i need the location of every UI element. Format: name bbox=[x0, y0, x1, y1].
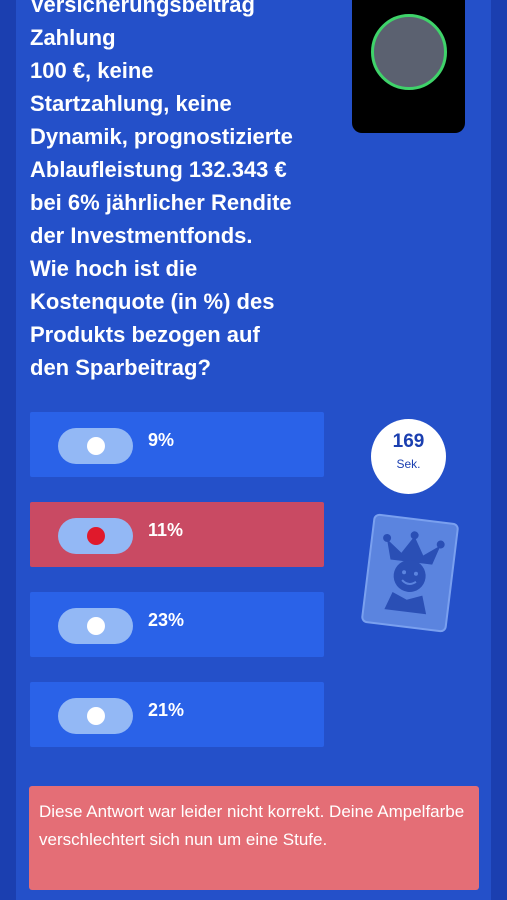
feedback-banner: Diese Antwort war leider nicht korrekt. … bbox=[29, 786, 479, 890]
question-text: Versicherungsbeitrag Zahlung 100 €, kein… bbox=[30, 0, 293, 380]
timer-value: 169 bbox=[392, 431, 425, 452]
radio-toggle[interactable] bbox=[58, 698, 133, 734]
radio-toggle[interactable] bbox=[58, 518, 133, 554]
jester-icon bbox=[383, 531, 445, 615]
joker-card[interactable] bbox=[360, 513, 460, 633]
radio-dot-icon bbox=[87, 617, 105, 635]
answer-option-1[interactable]: 9% bbox=[30, 412, 324, 477]
radio-toggle[interactable] bbox=[58, 608, 133, 644]
timer-unit: Sek. bbox=[396, 457, 421, 471]
answer-option-2[interactable]: 11% bbox=[30, 502, 324, 567]
answer-label: 11% bbox=[148, 520, 184, 540]
radio-dot-icon bbox=[87, 437, 105, 455]
answer-label: 23% bbox=[148, 610, 185, 630]
answer-option-4[interactable]: 21% bbox=[30, 682, 324, 747]
feedback-message: Diese Antwort war leider nicht korrekt. … bbox=[39, 802, 465, 849]
traffic-light-lamp bbox=[371, 14, 447, 90]
answer-label: 9% bbox=[148, 430, 175, 450]
radio-dot-icon bbox=[87, 707, 105, 725]
countdown-timer: 169 Sek. bbox=[371, 419, 446, 494]
radio-toggle[interactable] bbox=[58, 428, 133, 464]
traffic-light bbox=[352, 0, 465, 133]
answer-label: 21% bbox=[148, 700, 185, 720]
answer-option-3[interactable]: 23% bbox=[30, 592, 324, 657]
radio-dot-icon bbox=[87, 527, 105, 545]
